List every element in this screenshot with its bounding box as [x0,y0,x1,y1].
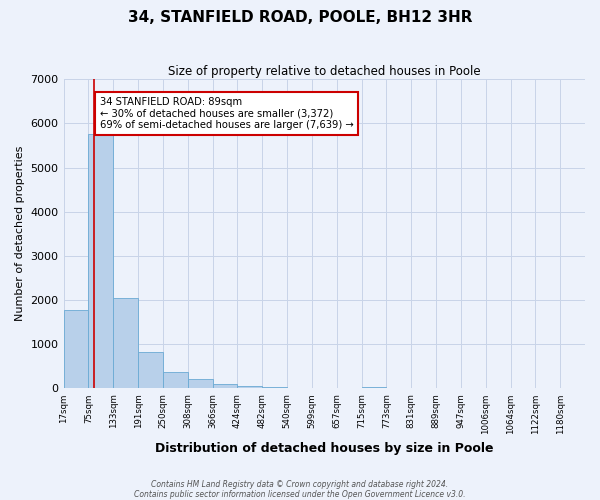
Bar [362,386,386,388]
Text: 34, STANFIELD ROAD, POOLE, BH12 3HR: 34, STANFIELD ROAD, POOLE, BH12 3HR [128,10,472,25]
Text: 34 STANFIELD ROAD: 89sqm
← 30% of detached houses are smaller (3,372)
69% of sem: 34 STANFIELD ROAD: 89sqm ← 30% of detach… [100,97,353,130]
Title: Size of property relative to detached houses in Poole: Size of property relative to detached ho… [168,65,481,78]
Y-axis label: Number of detached properties: Number of detached properties [15,146,25,322]
Bar [113,298,138,388]
Bar [64,310,88,388]
Bar [188,378,212,388]
Bar [212,384,238,388]
Bar [262,387,287,388]
Bar [138,352,163,389]
Text: Contains HM Land Registry data © Crown copyright and database right 2024.
Contai: Contains HM Land Registry data © Crown c… [134,480,466,499]
X-axis label: Distribution of detached houses by size in Poole: Distribution of detached houses by size … [155,442,494,455]
Bar [238,386,262,388]
Bar [88,134,113,388]
Bar [163,372,188,388]
